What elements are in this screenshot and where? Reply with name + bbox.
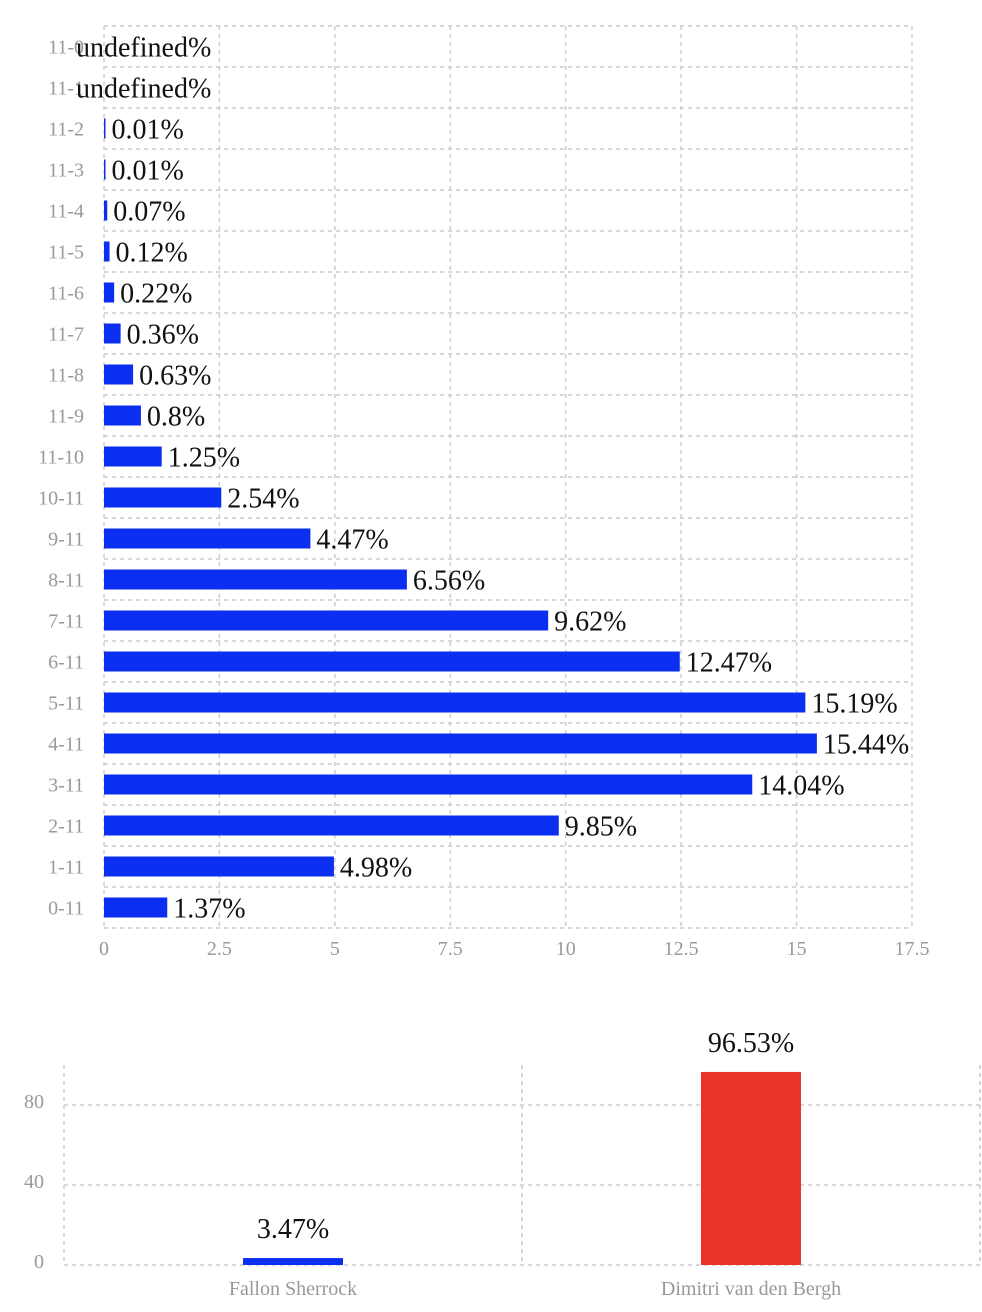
category-label: 8-11 bbox=[48, 570, 84, 592]
category-label: 4-11 bbox=[48, 734, 84, 756]
bar bbox=[104, 405, 141, 426]
category-label: Dimitri van den Bergh bbox=[661, 1278, 841, 1300]
bar-value-label: 0.12% bbox=[116, 238, 188, 269]
category-label: 6-11 bbox=[48, 652, 84, 674]
bar-value-label: 14.04% bbox=[758, 771, 844, 802]
x-tick-label: 7.5 bbox=[438, 938, 463, 960]
bar bbox=[104, 897, 168, 918]
category-label: 11-9 bbox=[48, 406, 84, 428]
category-label: 11-0 bbox=[48, 37, 84, 59]
bar bbox=[104, 487, 222, 508]
bar bbox=[104, 651, 680, 672]
category-label: 10-11 bbox=[38, 488, 84, 510]
bar-value-label: 0.01% bbox=[112, 156, 184, 187]
bar bbox=[104, 692, 806, 713]
x-tick-label: 12.5 bbox=[664, 938, 699, 960]
bar bbox=[104, 528, 311, 549]
bar bbox=[104, 610, 549, 631]
bar-value-label: 0.36% bbox=[127, 320, 199, 351]
category-label: 9-11 bbox=[48, 529, 84, 551]
bar-value-label: 4.98% bbox=[340, 853, 412, 884]
bar-value-label: 4.47% bbox=[316, 525, 388, 556]
x-tick-label: 2.5 bbox=[207, 938, 232, 960]
bar bbox=[104, 733, 817, 754]
bar-value-label: 0.22% bbox=[120, 279, 192, 310]
bar-value-label: 1.25% bbox=[168, 443, 240, 474]
bar bbox=[104, 364, 134, 385]
x-tick-label: 0 bbox=[99, 938, 109, 960]
bar bbox=[243, 1258, 343, 1265]
bar bbox=[104, 118, 106, 139]
category-label: 11-5 bbox=[48, 242, 84, 264]
bar bbox=[104, 856, 334, 877]
bar-value-label: undefined% bbox=[76, 74, 211, 105]
bar-value-label: 9.85% bbox=[565, 812, 637, 843]
bar-value-label: undefined% bbox=[76, 33, 211, 64]
x-tick-label: 10 bbox=[556, 938, 576, 960]
category-label: 11-1 bbox=[48, 78, 84, 100]
category-label: 11-8 bbox=[48, 365, 84, 387]
category-label: 7-11 bbox=[48, 611, 84, 633]
category-label: 1-11 bbox=[48, 857, 84, 879]
bar-value-label: 0.01% bbox=[112, 115, 184, 146]
bar-value-label: 15.19% bbox=[811, 689, 897, 720]
x-tick-label: 17.5 bbox=[895, 938, 930, 960]
bar bbox=[104, 241, 110, 262]
category-label: 11-7 bbox=[48, 324, 84, 346]
bar-value-label: 12.47% bbox=[686, 648, 772, 679]
chart1-labels: 0 2.5 5 7.5 10 12.5 15 17.511-0undefined%11-1un… bbox=[38, 33, 929, 961]
chart2-labels: 0 40 80 3.47% Fallon Sherrock 96.53% Dimitri v… bbox=[24, 1028, 841, 1300]
chart2-grid bbox=[63, 1065, 981, 1266]
category-label: 11-3 bbox=[48, 160, 84, 182]
bar bbox=[104, 569, 407, 590]
bar-value-label: 1.37% bbox=[173, 894, 245, 925]
category-label: 11-6 bbox=[48, 283, 84, 305]
bar bbox=[104, 159, 106, 180]
category-label: 3-11 bbox=[48, 775, 84, 797]
chart2-bars bbox=[243, 1071, 801, 1265]
bar-value-label: 0.63% bbox=[139, 361, 211, 392]
category-label: 11-2 bbox=[48, 119, 84, 141]
bar bbox=[104, 282, 115, 303]
category-label: Fallon Sherrock bbox=[229, 1278, 357, 1300]
y-tick-label: 80 bbox=[24, 1091, 44, 1113]
bar-value-label: 2.54% bbox=[227, 484, 299, 515]
category-label: 11-10 bbox=[38, 447, 84, 469]
bar-value-label: 9.62% bbox=[554, 607, 626, 638]
category-label: 5-11 bbox=[48, 693, 84, 715]
category-label: 2-11 bbox=[48, 816, 84, 838]
win-probability-chart: 0 40 80 3.47% Fallon Sherrock 96.53% Dimitri v… bbox=[24, 1028, 981, 1300]
y-tick-label: 0 bbox=[34, 1251, 44, 1273]
bar-value-label: 0.07% bbox=[113, 197, 185, 228]
category-label: 11-4 bbox=[48, 201, 84, 223]
chart1-bars bbox=[104, 118, 817, 918]
bar-value-label: 3.47% bbox=[257, 1214, 329, 1245]
score-distribution-chart: 0 2.5 5 7.5 10 12.5 15 17.511-0undefined%11-1un… bbox=[38, 25, 930, 961]
bar bbox=[104, 446, 162, 467]
chart1-grid bbox=[103, 25, 913, 929]
category-label: 0-11 bbox=[48, 898, 84, 920]
x-tick-label: 5 bbox=[330, 938, 340, 960]
bar bbox=[701, 1071, 801, 1265]
bar bbox=[104, 774, 753, 795]
bar bbox=[104, 200, 108, 221]
bar-value-label: 0.8% bbox=[147, 402, 205, 433]
bar bbox=[104, 815, 559, 836]
y-tick-label: 40 bbox=[24, 1171, 44, 1193]
bar-value-label: 96.53% bbox=[708, 1028, 794, 1059]
bar-value-label: 6.56% bbox=[413, 566, 485, 597]
bar-value-label: 15.44% bbox=[823, 730, 909, 761]
bar bbox=[104, 323, 121, 344]
x-tick-label: 15 bbox=[787, 938, 807, 960]
